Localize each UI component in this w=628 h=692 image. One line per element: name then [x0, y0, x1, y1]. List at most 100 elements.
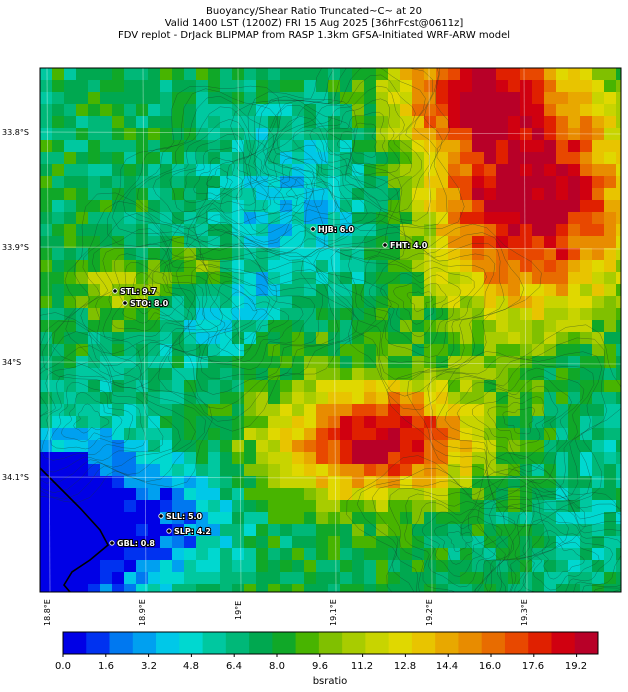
field-cell: [568, 476, 581, 489]
field-cell: [496, 308, 509, 321]
field-cell: [472, 332, 485, 345]
field-cell: [244, 500, 257, 513]
field-cell: [256, 212, 269, 225]
field-cell: [244, 248, 257, 261]
field-cell: [280, 260, 293, 273]
field-cell: [364, 152, 377, 165]
field-cell: [424, 344, 437, 357]
field-cell: [592, 80, 605, 93]
field-cell: [424, 224, 437, 237]
field-cell: [424, 476, 437, 489]
field-cell: [616, 296, 621, 309]
field-cell: [448, 512, 461, 525]
field-cell: [196, 260, 209, 273]
field-cell: [328, 224, 341, 237]
field-cell: [268, 80, 281, 93]
field-cell: [496, 524, 509, 537]
field-cell: [400, 164, 413, 177]
field-cell: [172, 188, 185, 201]
field-cell: [304, 296, 317, 309]
field-cell: [364, 488, 377, 501]
field-cell: [160, 488, 173, 501]
terrain-contour: [191, 264, 324, 379]
field-cell: [508, 536, 521, 549]
field-cell: [76, 212, 89, 225]
field-cell: [112, 140, 125, 153]
field-cell: [76, 128, 89, 141]
field-cell: [52, 368, 65, 381]
field-cell: [196, 476, 209, 489]
field-cell: [244, 536, 257, 549]
field-cell: [232, 512, 245, 525]
colorbar-swatch: [179, 632, 203, 654]
field-cell: [376, 560, 389, 573]
field-cell: [508, 320, 521, 333]
field-cell: [364, 344, 377, 357]
field-cell: [232, 440, 245, 453]
field-cell: [88, 116, 101, 129]
field-cell: [304, 152, 317, 165]
field-cell: [328, 284, 341, 297]
field-cell: [508, 380, 521, 393]
field-cell: [520, 272, 533, 285]
field-cell: [472, 164, 485, 177]
field-cell: [40, 344, 53, 357]
field-cell: [484, 296, 497, 309]
field-cell: [220, 320, 233, 333]
field-cell: [532, 152, 545, 165]
field-cell: [484, 428, 497, 441]
field-cell: [88, 320, 101, 333]
terrain-contour: [111, 261, 195, 332]
colorbar-swatch: [63, 632, 87, 654]
field-cell: [100, 560, 113, 573]
field-cell: [52, 320, 65, 333]
field-cell: [280, 512, 293, 525]
field-cell: [316, 428, 329, 441]
field-cell: [148, 512, 161, 525]
field-cell: [124, 356, 137, 369]
field-cell: [352, 344, 365, 357]
colorbar-swatch: [156, 632, 180, 654]
field-cell: [592, 560, 605, 573]
field-cell: [268, 104, 281, 117]
field-cell: [364, 524, 377, 537]
field-cell: [244, 224, 257, 237]
field-cell: [100, 320, 113, 333]
field-cell: [244, 380, 257, 393]
field-cell: [532, 368, 545, 381]
field-cell: [388, 92, 401, 105]
terrain-contour: [205, 105, 392, 252]
field-cell: [412, 356, 425, 369]
field-cell: [340, 368, 353, 381]
field-cell: [304, 356, 317, 369]
field-cell: [160, 140, 173, 153]
field-cell: [424, 356, 437, 369]
field-cell: [304, 308, 317, 321]
field-cell: [208, 452, 221, 465]
field-cell: [232, 212, 245, 225]
field-cell: [196, 380, 209, 393]
field-cell: [304, 488, 317, 501]
field-cell: [64, 248, 77, 261]
field-cell: [232, 476, 245, 489]
field-cell: [52, 392, 65, 405]
field-cell: [268, 68, 281, 81]
field-cell: [616, 200, 621, 213]
field-cell: [76, 116, 89, 129]
field-cell: [64, 356, 77, 369]
field-cell: [568, 152, 581, 165]
field-cell: [304, 236, 317, 249]
field-cell: [328, 512, 341, 525]
field-cell: [424, 176, 437, 189]
field-cell: [412, 320, 425, 333]
field-cell: [436, 500, 449, 513]
field-cell: [292, 380, 305, 393]
field-cell: [52, 152, 65, 165]
field-cell: [448, 356, 461, 369]
field-cell: [496, 248, 509, 261]
field-cell: [76, 284, 89, 297]
field-cell: [256, 524, 269, 537]
field-cell: [352, 584, 365, 592]
field-cell: [268, 500, 281, 513]
field-cell: [148, 500, 161, 513]
